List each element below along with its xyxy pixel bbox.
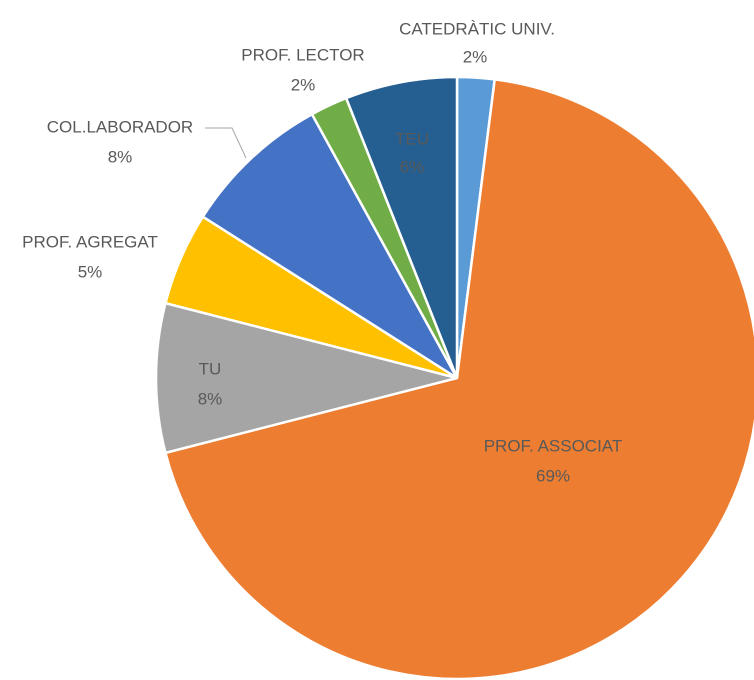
slice-label: TEU [395,129,429,148]
slice-value: 69% [536,466,570,485]
slice-value: 2% [463,47,488,66]
slice-label: CATEDRÀTIC UNIV. [399,19,555,38]
slice-value: 8% [198,389,223,408]
pie-slice [201,112,459,380]
pie-slice [163,77,754,680]
pie-slice [344,75,459,379]
leader-line [205,127,247,159]
pie-slice [154,301,458,455]
slice-value: 6% [400,157,425,176]
slice-label: TU [199,359,222,378]
slice-value: 5% [78,262,103,281]
slice-label: PROF. ASSOCIAT [484,436,623,455]
slice-label: COL.LABORADOR [47,117,193,136]
slice-value: 2% [291,75,316,94]
slice-value: 8% [108,147,133,166]
slice-label: PROF. AGREGAT [22,232,158,251]
slice-label: PROF. LECTOR [241,45,364,64]
